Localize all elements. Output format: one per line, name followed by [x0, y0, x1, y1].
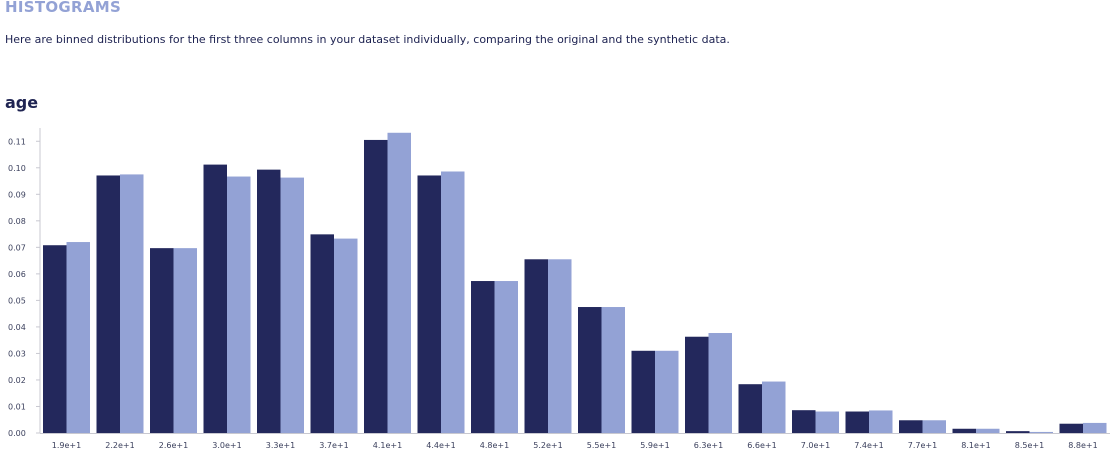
x-tick-label: 1.9e+1 — [52, 441, 81, 450]
y-tick-label: 0.07 — [8, 243, 26, 252]
x-tick-label: 6.3e+1 — [694, 441, 723, 450]
bar-original — [150, 248, 174, 433]
bar-synthetic — [227, 176, 251, 433]
bar-synthetic — [1029, 431, 1053, 433]
bar-synthetic — [280, 177, 304, 433]
bar-original — [1006, 431, 1030, 433]
bar-original — [845, 411, 869, 433]
bar-synthetic — [815, 411, 839, 433]
y-tick-label: 0.00 — [8, 429, 26, 438]
y-tick-label: 0.02 — [8, 376, 26, 385]
bar-synthetic — [762, 381, 786, 433]
x-tick-label: 4.4e+1 — [426, 441, 455, 450]
bar-synthetic — [66, 242, 90, 433]
y-tick-label: 0.05 — [8, 296, 26, 305]
bar-synthetic — [601, 307, 625, 433]
x-tick-label: 4.8e+1 — [480, 441, 509, 450]
x-tick-label: 8.8e+1 — [1068, 441, 1097, 450]
bar-original — [203, 164, 227, 433]
y-tick-label: 0.08 — [8, 217, 26, 226]
bar-synthetic — [334, 238, 358, 433]
bar-synthetic — [387, 132, 411, 433]
x-tick-label: 4.1e+1 — [373, 441, 402, 450]
bar-original — [43, 245, 67, 433]
bar-original — [899, 420, 923, 433]
x-axis: 1.9e+1 2.2e+1 2.6e+1 3.0e+1 3.3e+1 3.7e+1 4.1e… — [40, 433, 1110, 450]
bar-original — [417, 175, 441, 433]
section-title: HISTOGRAMS — [5, 0, 122, 16]
x-tick-label: 2.6e+1 — [159, 441, 188, 450]
x-tick-label: 3.0e+1 — [212, 441, 241, 450]
x-tick-label: 7.0e+1 — [801, 441, 830, 450]
section-description: Here are binned distributions for the fi… — [5, 33, 730, 46]
x-tick-label: 2.2e+1 — [105, 441, 134, 450]
bar-original — [578, 307, 602, 433]
x-tick-label: 5.2e+1 — [533, 441, 562, 450]
bar-synthetic — [494, 281, 518, 433]
y-tick-label: 0.11 — [8, 137, 26, 146]
y-tick-label: 0.09 — [8, 190, 26, 199]
bar-synthetic — [869, 410, 893, 433]
y-tick-label: 0.06 — [8, 270, 26, 279]
x-tick-label: 8.1e+1 — [961, 441, 990, 450]
bar-original — [96, 175, 120, 433]
bar-original — [631, 350, 655, 433]
bar-synthetic — [922, 420, 946, 433]
y-tick-label: 0.04 — [8, 323, 26, 332]
bars — [43, 132, 1107, 434]
bar-synthetic — [173, 248, 197, 433]
x-tick-label: 8.5e+1 — [1015, 441, 1044, 450]
bar-original — [524, 259, 548, 433]
x-tick-label: 6.6e+1 — [747, 441, 776, 450]
bar-original — [257, 169, 281, 433]
y-tick-label: 0.03 — [8, 349, 26, 358]
x-tick-label: 3.7e+1 — [319, 441, 348, 450]
bar-synthetic — [1083, 422, 1107, 433]
bar-synthetic — [976, 428, 1000, 433]
bar-original — [471, 281, 495, 433]
bar-synthetic — [441, 171, 465, 433]
bar-original — [1059, 423, 1083, 433]
bar-original — [738, 384, 762, 433]
x-tick-label: 3.3e+1 — [266, 441, 295, 450]
chart-title: age — [5, 93, 39, 112]
bar-original — [952, 428, 976, 433]
bar-synthetic — [120, 174, 144, 434]
bar-original — [792, 410, 816, 433]
bar-original — [310, 234, 334, 433]
bar-original — [685, 336, 709, 433]
bar-synthetic — [708, 333, 732, 433]
x-tick-label: 5.9e+1 — [640, 441, 669, 450]
bar-synthetic — [548, 259, 572, 433]
x-tick-label: 7.4e+1 — [854, 441, 883, 450]
x-tick-label: 7.7e+1 — [908, 441, 937, 450]
x-tick-label: 5.5e+1 — [587, 441, 616, 450]
y-tick-label: 0.10 — [8, 164, 26, 173]
y-axis: 0.00 0.01 0.02 0.03 0.04 0.05 0.06 0.07 0.08 0.09… — [8, 128, 41, 438]
bar-original — [364, 139, 388, 433]
bar-synthetic — [655, 350, 679, 433]
y-tick-label: 0.01 — [8, 402, 26, 411]
